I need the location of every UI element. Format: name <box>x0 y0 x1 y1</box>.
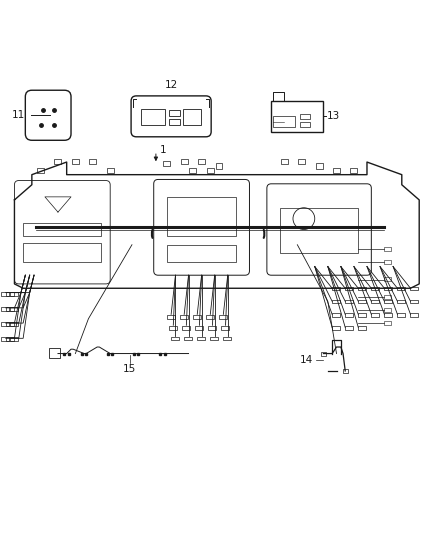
Bar <box>169 326 177 329</box>
Text: 1: 1 <box>160 145 167 155</box>
Bar <box>107 168 114 173</box>
Bar <box>169 118 180 125</box>
Bar <box>333 168 340 173</box>
Bar <box>385 277 391 281</box>
Bar <box>397 287 405 290</box>
Bar <box>385 313 392 317</box>
Bar <box>23 223 102 236</box>
Bar <box>167 245 237 262</box>
Bar <box>271 101 323 132</box>
Bar <box>300 122 311 127</box>
Bar <box>385 247 391 251</box>
Bar <box>345 326 353 329</box>
Bar <box>273 116 295 127</box>
Bar <box>358 326 366 329</box>
Text: 11: 11 <box>12 110 25 120</box>
Bar <box>410 313 418 317</box>
Text: 13: 13 <box>327 111 340 122</box>
Bar <box>385 295 391 298</box>
Bar <box>141 109 165 125</box>
Bar <box>10 337 18 341</box>
Bar <box>184 336 192 341</box>
Bar <box>385 308 391 312</box>
Bar <box>89 159 96 164</box>
Bar <box>167 197 237 236</box>
Bar <box>332 313 340 317</box>
Bar <box>215 163 223 168</box>
Bar <box>221 326 229 329</box>
Bar <box>281 159 288 164</box>
Bar <box>385 260 391 264</box>
Bar <box>385 300 392 303</box>
Bar <box>397 300 405 303</box>
Bar <box>1 337 9 341</box>
Bar <box>350 168 357 173</box>
Bar <box>385 321 391 325</box>
Bar <box>10 322 18 326</box>
Bar <box>345 287 353 290</box>
Bar <box>10 292 18 296</box>
Bar <box>72 159 79 164</box>
Bar <box>280 208 358 254</box>
Bar <box>6 337 14 341</box>
Bar <box>193 315 201 319</box>
Bar <box>358 300 366 303</box>
Bar <box>198 159 205 164</box>
Bar <box>54 159 61 164</box>
Bar <box>358 313 366 317</box>
Bar <box>182 326 190 329</box>
Bar <box>410 300 418 303</box>
Bar <box>332 287 340 290</box>
Bar <box>332 326 340 329</box>
Bar <box>163 161 170 166</box>
Bar <box>206 315 214 319</box>
Bar <box>1 322 9 326</box>
Bar <box>1 292 9 296</box>
Bar <box>208 326 216 329</box>
Bar <box>321 352 326 356</box>
Bar <box>300 114 311 119</box>
Bar <box>6 322 14 326</box>
Bar <box>1 307 9 311</box>
Bar <box>332 300 340 303</box>
Bar <box>169 110 180 116</box>
Bar <box>180 315 187 319</box>
Bar <box>6 292 14 296</box>
Bar <box>6 307 14 311</box>
Bar <box>223 336 231 341</box>
Bar <box>49 349 60 358</box>
Bar <box>298 159 305 164</box>
Bar <box>10 307 18 311</box>
Text: 14: 14 <box>299 355 313 365</box>
Bar <box>345 313 353 317</box>
Bar <box>210 336 218 341</box>
Bar <box>316 163 322 168</box>
Bar <box>343 369 348 373</box>
Bar <box>371 287 379 290</box>
Text: 15: 15 <box>123 365 136 374</box>
Bar <box>385 287 392 290</box>
Bar <box>397 313 405 317</box>
Bar <box>167 315 175 319</box>
Bar <box>371 313 379 317</box>
Bar <box>23 243 102 262</box>
Bar <box>189 168 196 173</box>
Bar <box>207 168 214 173</box>
Bar <box>358 287 366 290</box>
Bar <box>371 300 379 303</box>
Bar <box>197 336 205 341</box>
Bar <box>195 326 203 329</box>
Bar <box>345 300 353 303</box>
Text: 12: 12 <box>165 80 178 90</box>
Bar <box>171 336 179 341</box>
Bar <box>410 287 418 290</box>
Bar <box>184 109 201 125</box>
Bar <box>37 168 44 173</box>
Bar <box>219 315 227 319</box>
Bar <box>181 159 187 164</box>
